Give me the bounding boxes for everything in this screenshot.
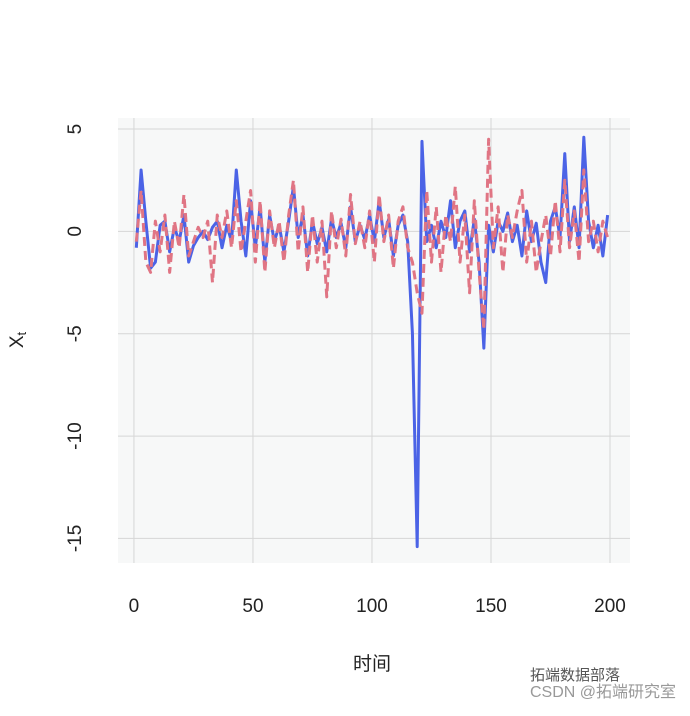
x-tick-label: 200 [594,596,626,617]
y-axis-label-sub: t [14,331,29,335]
y-tick-label: -15 [65,525,86,552]
watermark: 拓端数据部落 [530,667,620,684]
y-axis-label-main: X [7,335,28,348]
y-tick-label: -10 [65,422,86,449]
y-tick-label: 5 [65,124,86,135]
y-axis-label: Xt [7,331,29,348]
x-tick-label: 150 [475,596,507,617]
y-tick-label: 0 [65,226,86,237]
series-line [134,137,610,332]
x-tick-label: 100 [356,596,388,617]
x-axis-label: 时间 [353,653,391,675]
watermark: CSDN @拓端研究室 [530,683,676,701]
plot-panel [118,118,630,563]
x-tick-label: 0 [129,596,140,617]
y-tick-label: -5 [65,325,86,342]
x-tick-label: 50 [242,596,263,617]
